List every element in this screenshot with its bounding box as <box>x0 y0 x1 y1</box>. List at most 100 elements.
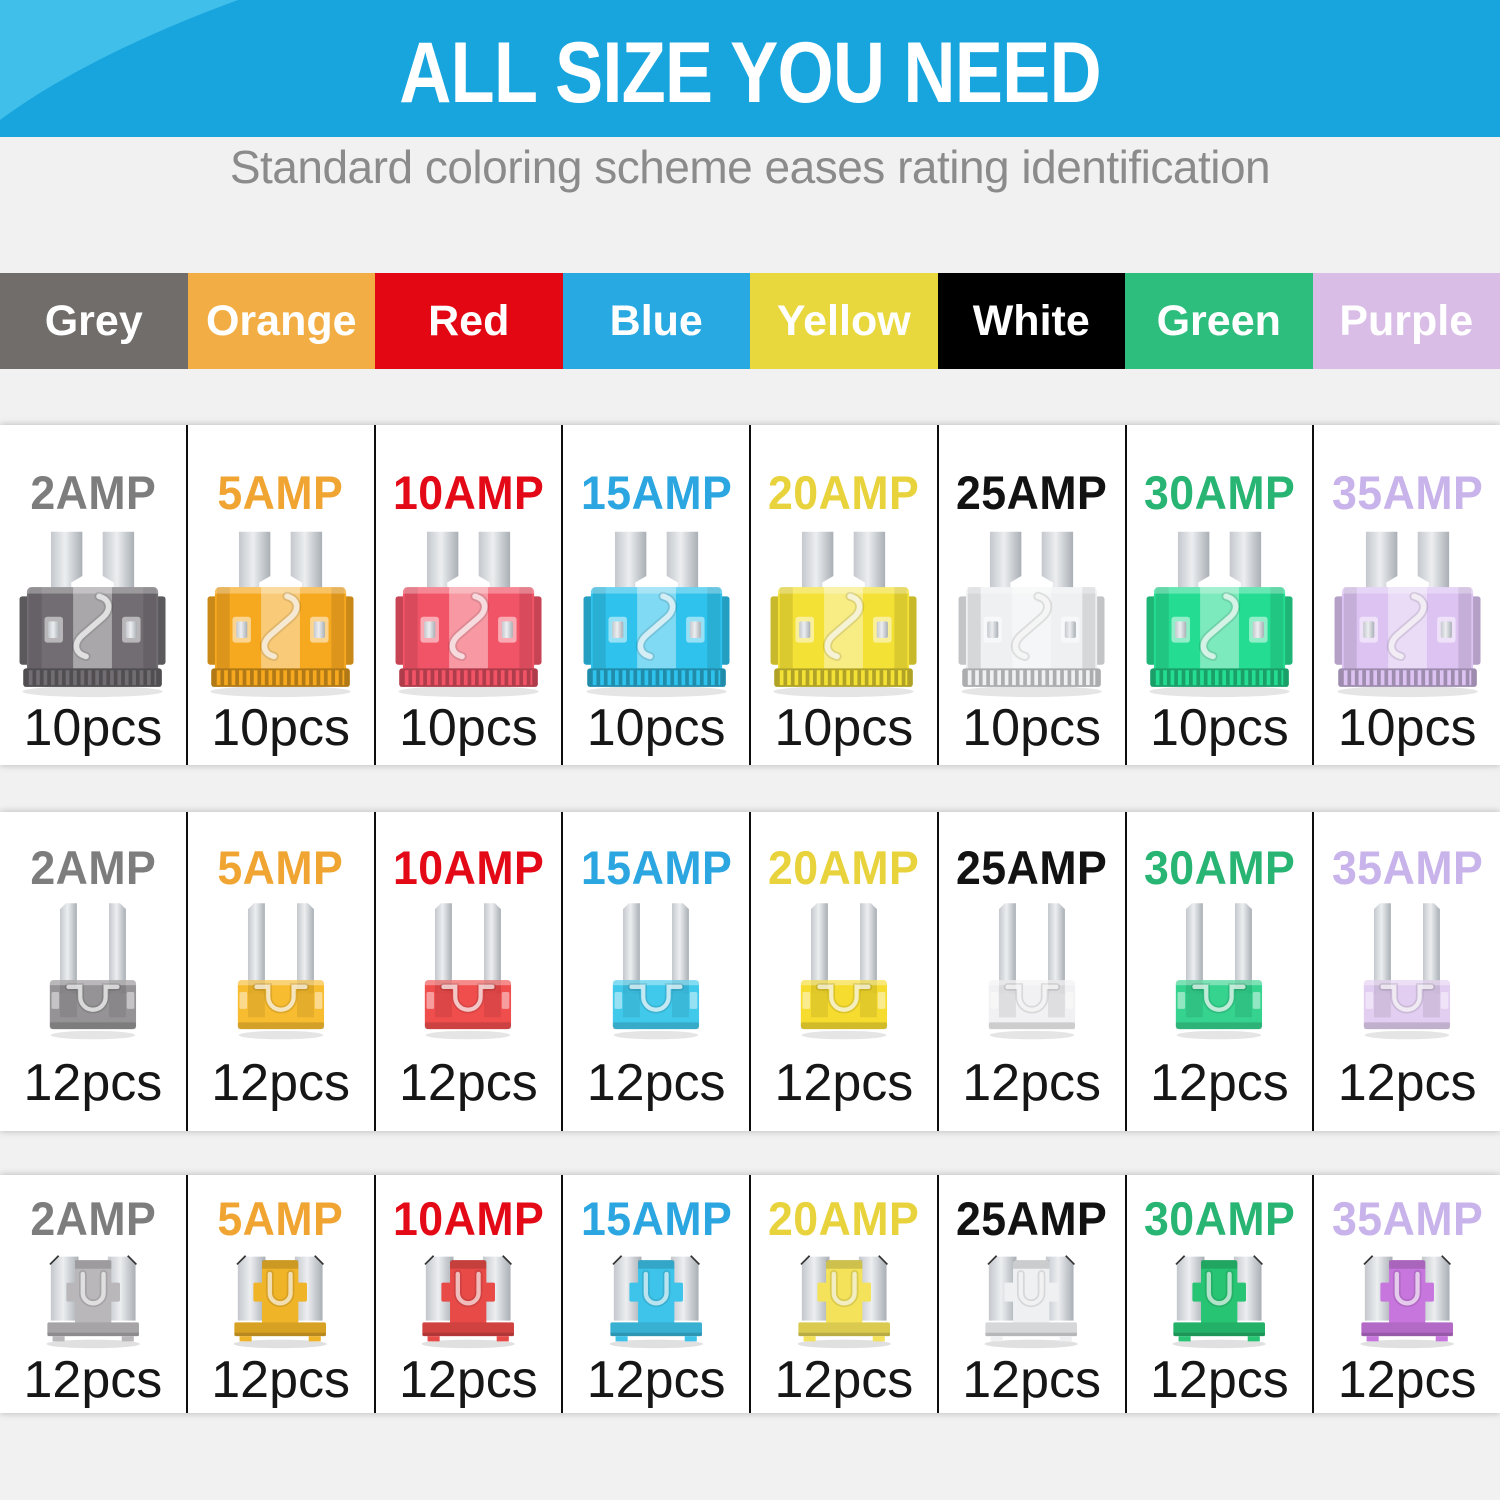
amp-rating-label: 10AMP <box>392 466 545 519</box>
fuse-card: 25AMP 12pcs <box>936 1175 1125 1413</box>
legend-item-yellow: Yellow <box>750 273 938 369</box>
amp-rating-label: 15AMP <box>580 466 732 519</box>
fuse-card: 5AMP 12pcs <box>185 1175 374 1413</box>
low-profile-fuse-image <box>788 1248 900 1350</box>
fuse-card: 15AMP 10pcs <box>561 425 749 765</box>
standard-fuse-image <box>953 528 1110 698</box>
amp-rating-label: 30AMP <box>1143 466 1296 519</box>
amp-rating-label: 5AMP <box>217 841 344 894</box>
amp-rating-label: 20AMP <box>768 841 920 894</box>
amp-rating-label: 15AMP <box>580 1192 732 1245</box>
legend-item-grey: Grey <box>0 273 188 369</box>
quantity-label: 12pcs <box>1149 1351 1289 1409</box>
fuse-card: 5AMP 10pcs <box>185 425 374 765</box>
quantity-label: 10pcs <box>1337 699 1477 757</box>
fuse-card: 35AMP 12pcs <box>1312 812 1500 1131</box>
standard-fuse-image <box>202 528 359 698</box>
amp-rating-label: 35AMP <box>1331 841 1483 894</box>
amp-rating-label: 5AMP <box>217 1192 344 1245</box>
quantity-label: 10pcs <box>1149 699 1289 757</box>
quantity-label: 10pcs <box>23 699 163 757</box>
standard-fuse-row: 2AMP 10pcs 5AMP <box>0 425 1500 765</box>
quantity-label: 10pcs <box>398 699 538 757</box>
fuse-card: 35AMP 12pcs <box>1312 1175 1500 1413</box>
amp-rating-label: 25AMP <box>955 466 1108 519</box>
low-profile-fuse-image <box>1351 1248 1463 1350</box>
quantity-label: 12pcs <box>962 1351 1101 1409</box>
amp-rating-label: 30AMP <box>1143 1192 1296 1245</box>
page-title: ALL SIZE YOU NEED <box>399 25 1101 121</box>
fuse-card: 10AMP 10pcs <box>373 425 562 765</box>
amp-rating-label: 25AMP <box>955 841 1108 894</box>
low-profile-fuse-image <box>600 1248 712 1350</box>
quantity-label: 12pcs <box>23 1351 163 1409</box>
standard-fuse-image <box>14 528 171 698</box>
quantity-label: 10pcs <box>586 699 726 757</box>
page-subtitle: Standard coloring scheme eases rating id… <box>229 141 1271 193</box>
quantity-label: 12pcs <box>774 1054 914 1112</box>
fuse-card: 2AMP 10pcs <box>0 425 186 765</box>
fuse-card: 10AMP 12pcs <box>373 1175 562 1413</box>
quantity-label: 12pcs <box>398 1054 538 1112</box>
amp-rating-label: 2AMP <box>29 841 156 894</box>
quantity-label: 12pcs <box>1149 1054 1289 1112</box>
standard-fuse-image <box>765 528 922 698</box>
fuse-card: 10AMP 12pcs <box>373 812 562 1131</box>
amp-rating-label: 5AMP <box>217 466 344 519</box>
mini-fuse-image <box>789 899 899 1041</box>
quantity-label: 12pcs <box>23 1054 163 1112</box>
amp-rating-label: 35AMP <box>1331 1192 1483 1245</box>
header-accent-curve <box>0 0 238 120</box>
quantity-label: 12pcs <box>1337 1351 1477 1409</box>
quantity-label: 12pcs <box>211 1054 350 1112</box>
standard-fuse-image <box>578 528 735 698</box>
fuse-card: 25AMP 12pcs <box>936 812 1125 1131</box>
fuse-card: 30AMP 10pcs <box>1124 425 1313 765</box>
fuse-card: 5AMP 12pcs <box>185 812 374 1131</box>
standard-fuse-image <box>1141 528 1298 698</box>
fuse-card: 15AMP 12pcs <box>561 812 749 1131</box>
quantity-label: 10pcs <box>774 699 914 757</box>
mini-fuse-image <box>1164 899 1274 1041</box>
mini-fuse-row: 2AMP 12pcs 5AMP 12pcs 10AMP <box>0 812 1500 1131</box>
header-banner: ALL SIZE YOU NEED <box>0 0 1500 137</box>
amp-rating-label: 30AMP <box>1143 841 1296 894</box>
quantity-label: 10pcs <box>211 699 350 757</box>
low-profile-fuse-image <box>1163 1248 1275 1350</box>
amp-rating-label: 2AMP <box>29 466 156 519</box>
legend-item-green: Green <box>1125 273 1313 369</box>
standard-fuse-image <box>390 528 547 698</box>
low-profile-fuse-image <box>412 1248 524 1350</box>
quantity-label: 12pcs <box>774 1351 914 1409</box>
quantity-label: 12pcs <box>962 1054 1101 1112</box>
quantity-label: 12pcs <box>1337 1054 1477 1112</box>
low-profile-fuse-row: 2AMP 12pcs 5AMP 12pcs <box>0 1175 1500 1413</box>
quantity-label: 12pcs <box>398 1351 538 1409</box>
amp-rating-label: 10AMP <box>392 1192 545 1245</box>
quantity-label: 12pcs <box>211 1351 350 1409</box>
low-profile-fuse-image <box>975 1248 1087 1350</box>
mini-fuse-image <box>226 899 336 1041</box>
mini-fuse-image <box>1352 899 1462 1041</box>
fuse-card: 2AMP 12pcs <box>0 1175 186 1413</box>
fuse-card: 30AMP 12pcs <box>1124 812 1313 1131</box>
amp-rating-label: 15AMP <box>580 841 732 894</box>
fuse-card: 30AMP 12pcs <box>1124 1175 1313 1413</box>
mini-fuse-image <box>601 899 711 1041</box>
fuse-card: 20AMP 10pcs <box>749 425 937 765</box>
amp-rating-label: 25AMP <box>955 1192 1108 1245</box>
quantity-label: 10pcs <box>962 699 1101 757</box>
amp-rating-label: 35AMP <box>1331 466 1483 519</box>
color-legend: Grey Orange Red Blue Yellow White Green … <box>0 273 1500 369</box>
fuse-card: 2AMP 12pcs <box>0 812 186 1131</box>
legend-item-purple: Purple <box>1312 273 1500 369</box>
fuse-card: 20AMP 12pcs <box>749 1175 937 1413</box>
fuse-card: 35AMP 10pcs <box>1312 425 1500 765</box>
standard-fuse-image <box>1329 528 1486 698</box>
legend-item-red: Red <box>375 273 563 369</box>
low-profile-fuse-image <box>224 1248 336 1350</box>
mini-fuse-image <box>38 899 148 1041</box>
fuse-card: 25AMP 10pcs <box>936 425 1125 765</box>
